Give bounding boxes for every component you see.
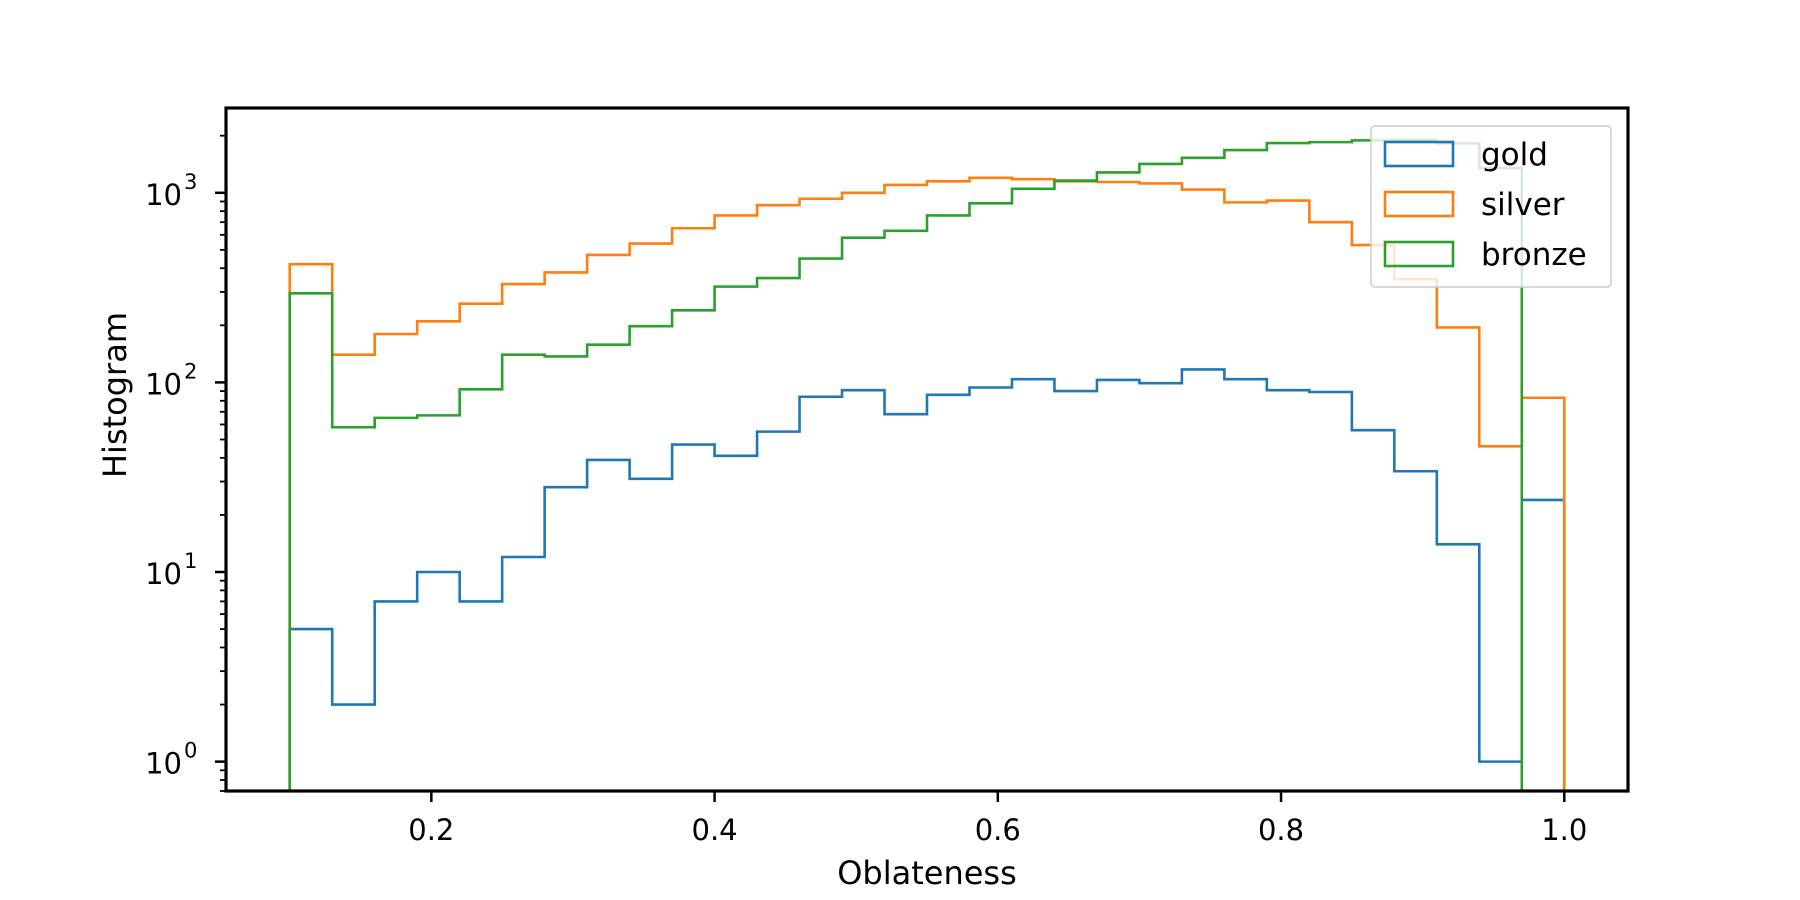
series-bronze-step: [288, 138, 1566, 791]
x-tick-label: 0.8: [1258, 813, 1304, 847]
x-tick-label: 0.6: [975, 813, 1021, 847]
y-tick-exponent: 1: [184, 549, 197, 573]
x-tick-label: 0.2: [408, 813, 454, 847]
y-tick-label: 10: [145, 747, 182, 781]
y-tick-label: 10: [145, 557, 182, 591]
x-axis-label: Oblateness: [837, 854, 1017, 892]
legend-label-silver: silver: [1481, 187, 1565, 223]
x-tick-label: 1.0: [1541, 813, 1587, 847]
series-layer: [288, 138, 1566, 791]
legend-swatch-bronze: [1383, 240, 1455, 268]
y-tick-label: 10: [145, 178, 182, 212]
legend-label-bronze: bronze: [1481, 237, 1587, 273]
legend-swatch-gold: [1383, 140, 1455, 168]
y-tick-exponent: 3: [184, 170, 197, 194]
y-tick-label: 10: [145, 367, 182, 401]
series-gold-step: [288, 368, 1566, 791]
y-tick-exponent: 0: [184, 739, 197, 763]
legend-label-gold: gold: [1481, 137, 1548, 173]
legend-swatch-silver: [1383, 190, 1455, 218]
plot-frame: [224, 106, 1630, 793]
x-tick-label: 0.4: [692, 813, 738, 847]
y-axis-label: Histogram: [96, 312, 134, 478]
series-silver-step: [288, 176, 1566, 791]
y-tick-exponent: 2: [184, 359, 197, 383]
legend: gold silver bronze: [1370, 125, 1612, 288]
